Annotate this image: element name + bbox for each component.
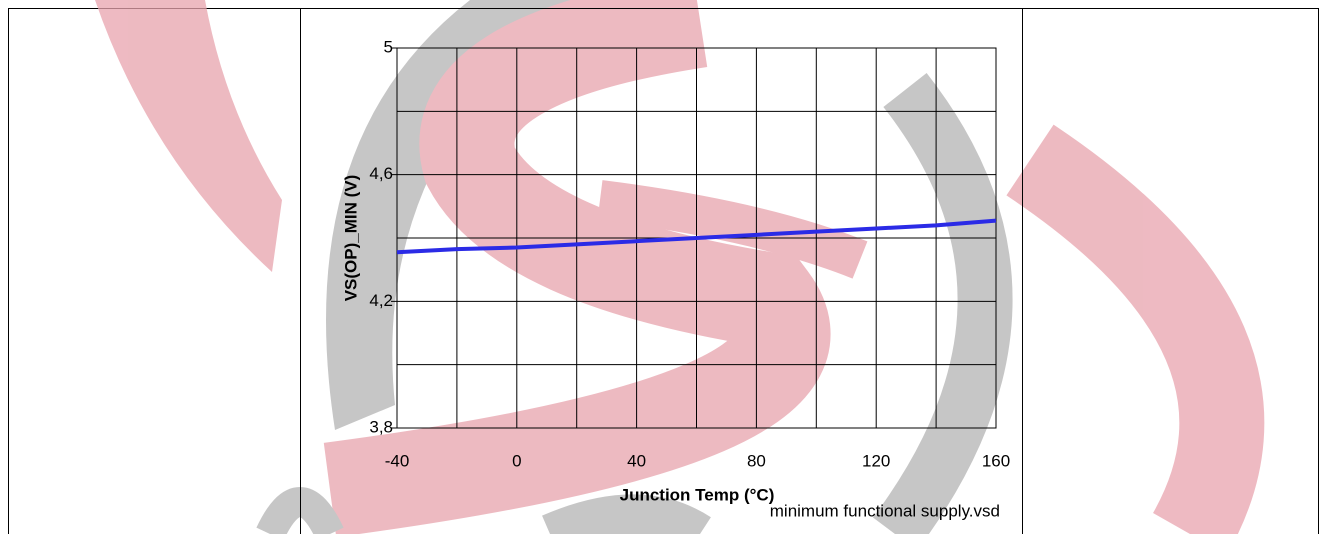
y-tick-label: 5: [384, 37, 393, 56]
x-tick-label: 40: [627, 451, 646, 470]
x-tick-label: 0: [512, 451, 521, 470]
x-tick-label: 120: [862, 451, 890, 470]
y-axis-label: VS(OP)_MIN (V): [341, 175, 360, 302]
data-line: [396, 218, 997, 255]
file-note: minimum functional supply.vsd: [770, 501, 1000, 520]
x-tick-label: -40: [385, 451, 410, 470]
y-tick-label: 4,2: [369, 291, 393, 310]
chart-frame: [300, 8, 1023, 534]
x-tick-label: 160: [982, 451, 1010, 470]
x-tick-label: 80: [747, 451, 766, 470]
x-axis-label: Junction Temp (°C): [620, 485, 775, 504]
y-tick-label: 3,8: [369, 417, 393, 436]
y-tick-label: 4,6: [369, 164, 393, 183]
